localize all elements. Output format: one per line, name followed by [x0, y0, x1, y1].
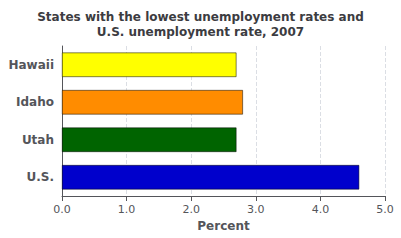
svg-text:U.S. unemployment rate, 2007: U.S. unemployment rate, 2007 [97, 25, 304, 39]
svg-text:Utah: Utah [22, 133, 54, 147]
svg-text:2.0: 2.0 [182, 203, 200, 216]
svg-text:4.0: 4.0 [312, 203, 330, 216]
svg-text:U.S.: U.S. [26, 170, 54, 184]
svg-text:1.0: 1.0 [118, 203, 136, 216]
svg-text:Idaho: Idaho [16, 95, 54, 109]
svg-text:Hawaii: Hawaii [8, 58, 54, 72]
svg-text:3.0: 3.0 [247, 203, 264, 216]
svg-text:Percent: Percent [197, 219, 250, 233]
svg-text:States with the lowest unemplo: States with the lowest unemployment rate… [37, 10, 364, 24]
svg-text:0.0: 0.0 [53, 203, 71, 216]
svg-text:5.0: 5.0 [376, 203, 394, 216]
